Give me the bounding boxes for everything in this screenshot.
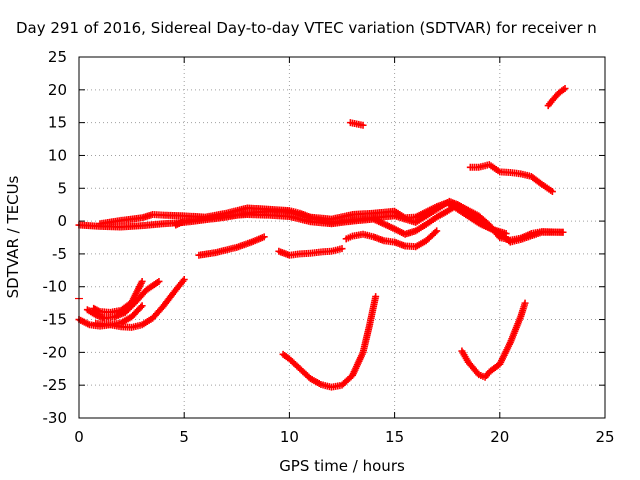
data-series: [92, 276, 188, 331]
data-series: [83, 277, 163, 322]
x-tick-label: 0: [74, 428, 84, 446]
data-point: [559, 228, 567, 236]
y-tick-label: 25: [48, 48, 67, 66]
y-tick-label: -30: [43, 409, 68, 427]
y-tick-label: -25: [43, 376, 68, 394]
data-point: [521, 299, 529, 307]
data-point: [138, 302, 146, 310]
data-point: [260, 233, 268, 241]
data-series: [275, 245, 346, 259]
x-tick-label: 15: [385, 428, 404, 446]
data-point: [372, 293, 380, 301]
data-point: [561, 85, 569, 93]
x-tick-label: 20: [490, 428, 509, 446]
y-tick-label: -15: [43, 311, 68, 329]
plot-frame: [78, 56, 606, 419]
x-tick-labels: 0 5 10 15 20 25: [74, 428, 614, 446]
x-tick-label: 10: [280, 428, 299, 446]
y-tick-labels: -30 -25 -20 -15 -10 -5 0 5 10 15 20 25: [43, 48, 68, 427]
x-axis-label: GPS time / hours: [279, 457, 405, 475]
data-series: [279, 293, 380, 391]
data-point: [502, 230, 510, 238]
data-point: [138, 277, 146, 285]
data-point: [180, 276, 188, 284]
chart-title: Day 291 of 2016, Sidereal Day-to-day VTE…: [16, 19, 597, 37]
data-point: [431, 228, 439, 236]
x-tick-label: 5: [179, 428, 189, 446]
y-tick-label: -20: [43, 343, 68, 361]
data-point: [338, 245, 346, 253]
data-point: [359, 121, 367, 129]
y-tick-label: -10: [43, 278, 68, 296]
y-axis-label: SDTVAR / TECUs: [4, 175, 22, 298]
data-series: [544, 85, 569, 110]
data-point: [137, 303, 145, 311]
data-series: [75, 197, 567, 244]
data-series: [466, 161, 556, 196]
y-tick-label: 0: [57, 212, 67, 230]
y-tick-label: 15: [48, 114, 67, 132]
data-series: [90, 277, 146, 316]
y-tick-label: 10: [48, 146, 67, 164]
data-series: [172, 201, 510, 238]
data-series: [195, 233, 268, 259]
data-point: [548, 188, 556, 196]
data-series: [342, 227, 441, 251]
y-tick-label: 20: [48, 81, 67, 99]
data-point: [155, 277, 163, 285]
data-series: [346, 119, 367, 129]
data-series: [458, 299, 529, 381]
y-tick-label: -5: [52, 245, 67, 263]
y-tick-label: 5: [57, 179, 67, 197]
x-tick-label: 25: [595, 428, 614, 446]
data-points: [75, 85, 569, 391]
data-point: [433, 227, 441, 235]
